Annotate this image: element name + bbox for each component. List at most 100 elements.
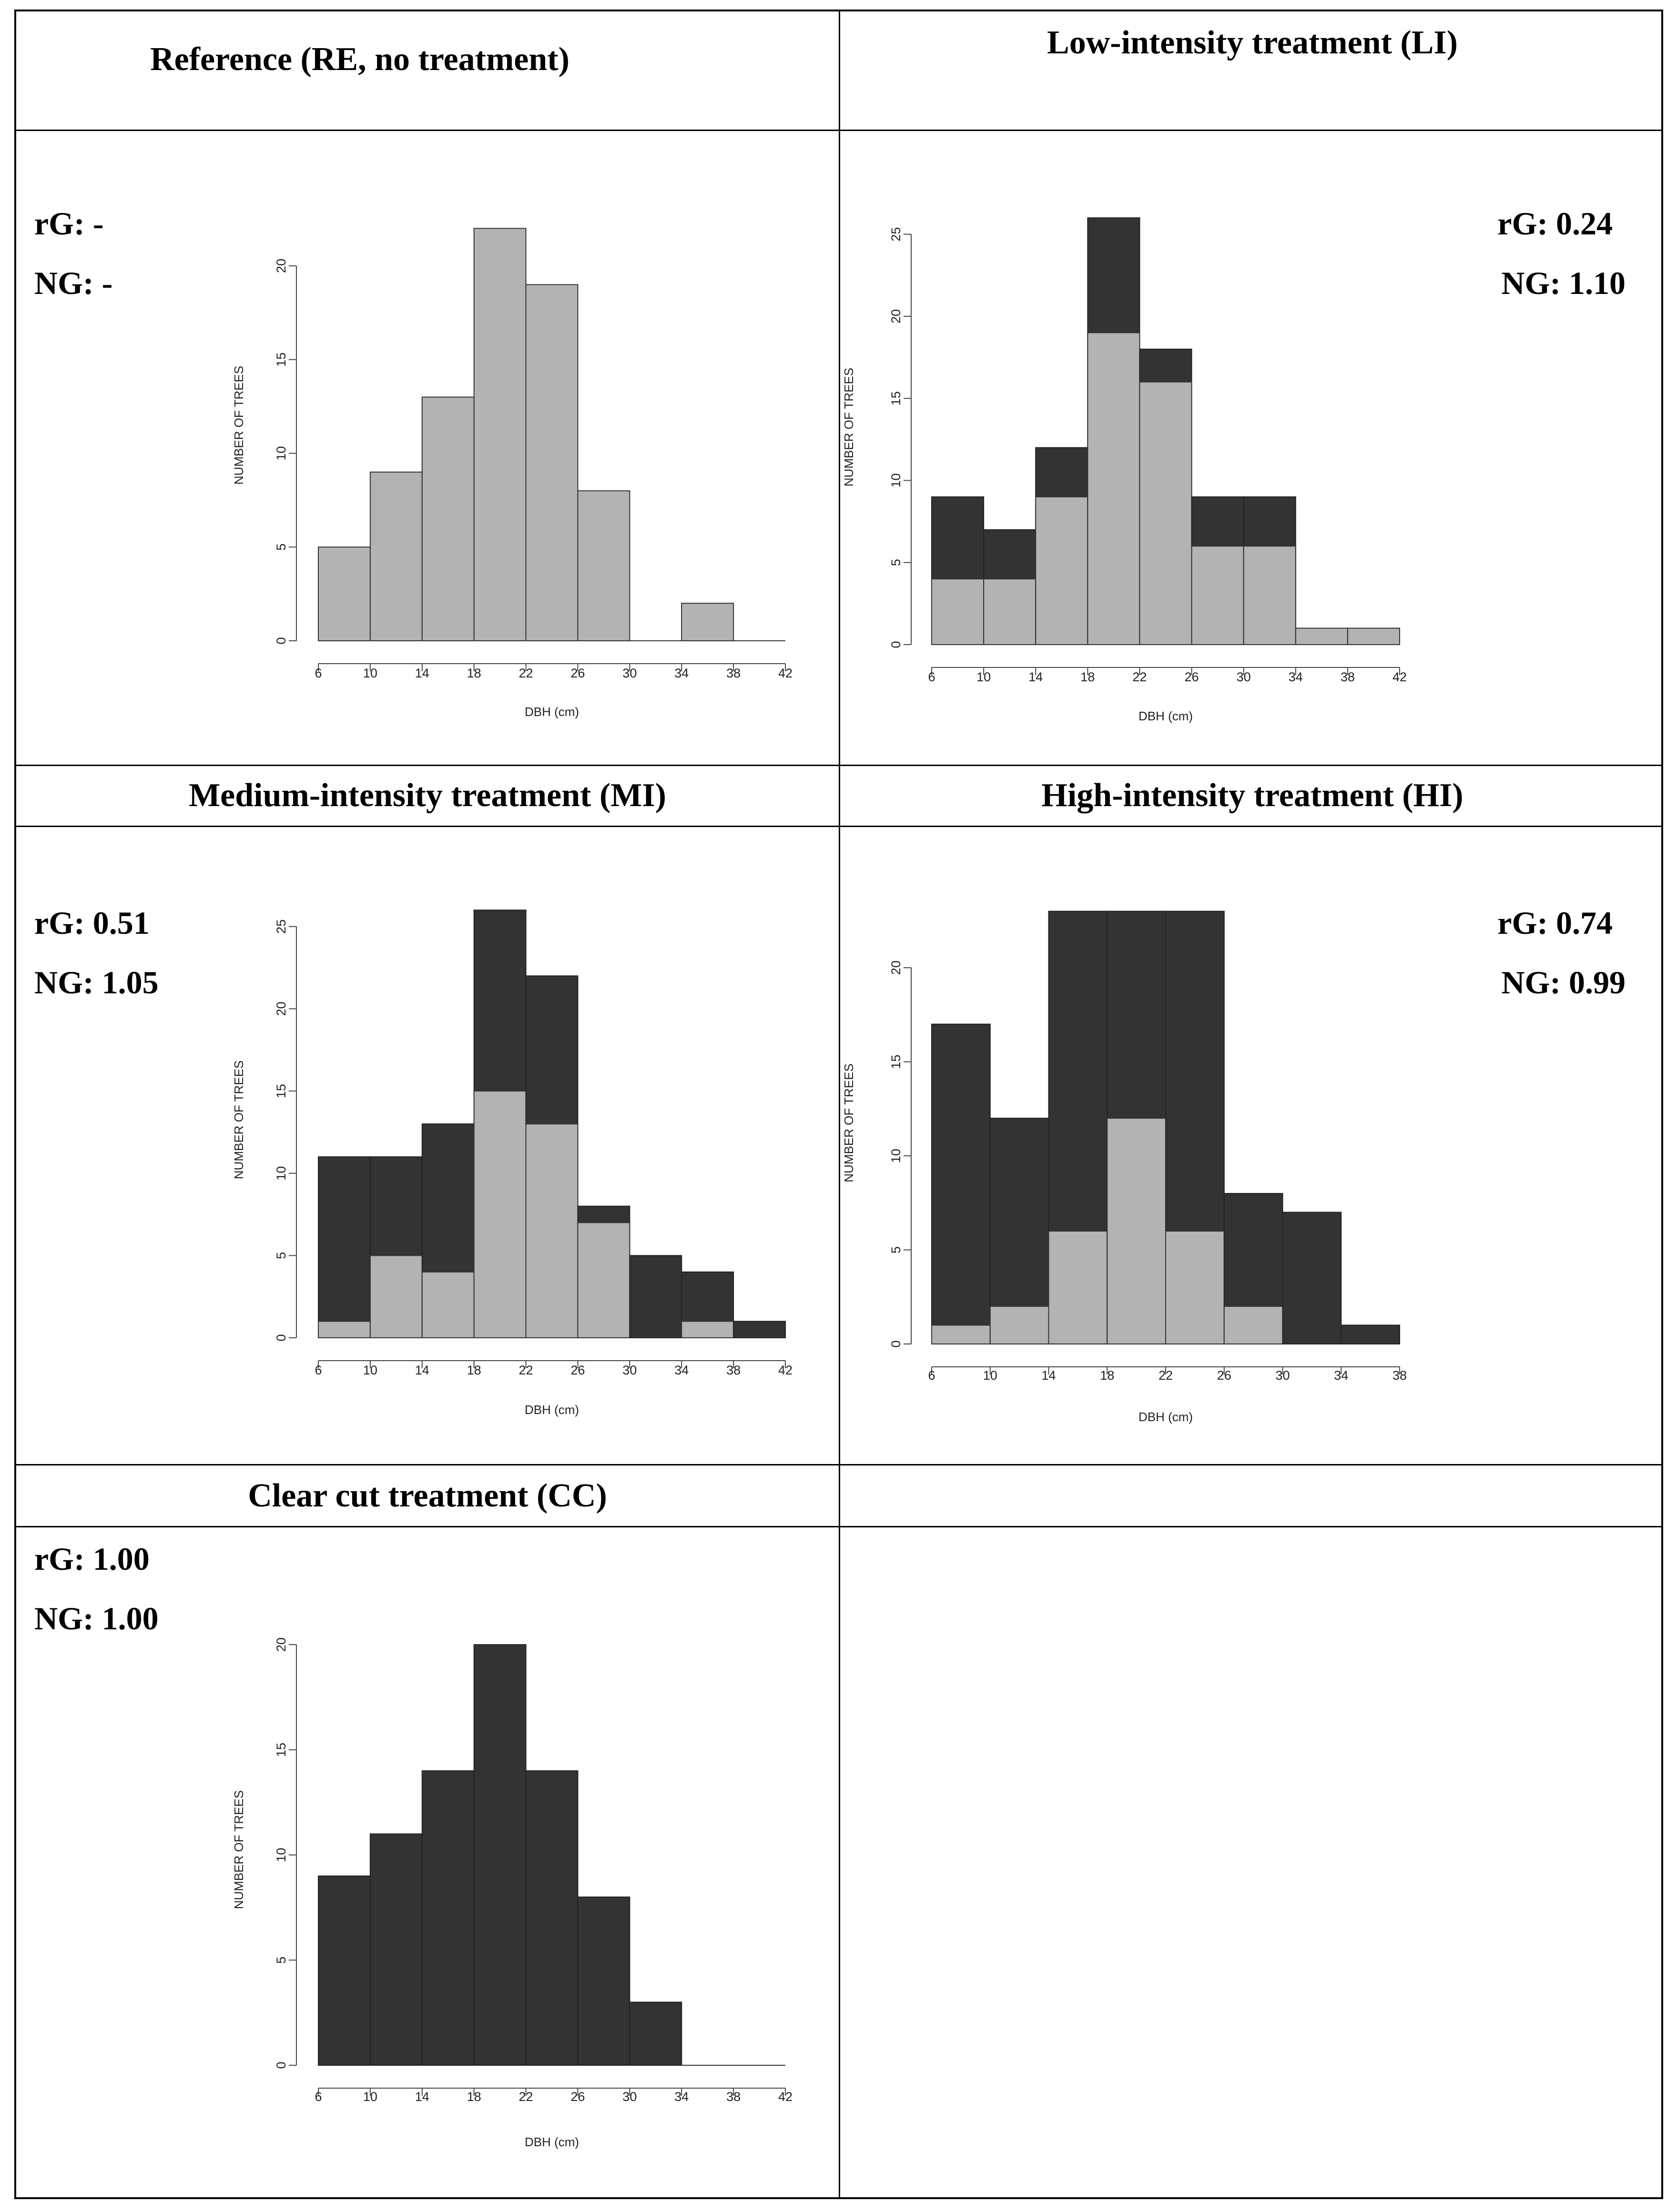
x-tick-label-mi-9: 42	[778, 1363, 793, 1377]
x-tick-label-cc-5: 26	[570, 2090, 585, 2104]
y-tick-label-li-3: 15	[889, 391, 903, 405]
x-tick-label-hi-8: 38	[1392, 1368, 1407, 1383]
y-axis-title-re: NUMBER OF TREES	[232, 366, 246, 485]
y-tick-label-li-0: 0	[889, 641, 903, 648]
bar-removed-cc-6	[629, 2001, 682, 2066]
x-tick-label-cc-7: 34	[674, 2090, 689, 2104]
bar-removed-cc-3	[473, 1644, 527, 2066]
bar-removed-hi-6	[1282, 1212, 1342, 1344]
table-row-divider-2	[14, 765, 1663, 766]
stat-ng-mi: NG: 1.05	[34, 964, 159, 1000]
x-tick-label-li-0: 6	[928, 670, 935, 684]
bar-remaining-re-1	[369, 471, 423, 641]
y-tick-label-re-1: 5	[274, 544, 288, 551]
table-row-divider-3	[14, 826, 1663, 827]
bar-remaining-re-7	[681, 603, 734, 641]
x-tick-label-mi-4: 22	[519, 1363, 533, 1377]
bar-remaining-hi-1	[989, 1306, 1049, 1344]
bar-remaining-mi-1	[369, 1255, 423, 1338]
panel-title-li: Low-intensity treatment (LI)	[1047, 24, 1458, 61]
bar-removed-mi-6	[629, 1255, 682, 1338]
x-tick-label-re-3: 18	[467, 666, 481, 680]
bar-remaining-mi-2	[421, 1271, 475, 1338]
table-row-divider-1	[14, 130, 1663, 131]
x-axis-title-cc: DBH (cm)	[525, 2135, 579, 2149]
table-border-left	[14, 10, 16, 2199]
stat-ng-cc: NG: 1.00	[34, 1600, 159, 1636]
x-tick-label-re-1: 10	[363, 666, 377, 680]
bar-remaining-hi-3	[1107, 1118, 1166, 1345]
bar-remaining-li-6	[1243, 545, 1296, 645]
y-tick-label-cc-2: 10	[274, 1848, 288, 1862]
y-tick-label-hi-2: 10	[889, 1149, 903, 1163]
y-axis-title-hi: NUMBER OF TREES	[842, 1063, 856, 1182]
stat-rg-re: rG: -	[34, 205, 104, 242]
histogram-cc: 6 10 14 18 22 26 30 34 38 42 0 5 10 15 20 DBH (cm) NUMBE…	[232, 1637, 793, 2149]
panel-title-re: Reference (RE, no treatment)	[150, 41, 569, 78]
bar-remaining-re-3	[473, 228, 527, 641]
bar-removed-cc-5	[577, 1896, 630, 2066]
y-tick-label-hi-4: 20	[889, 960, 903, 975]
x-tick-label-hi-0: 6	[928, 1368, 935, 1383]
table-row-divider-4	[14, 1464, 1663, 1465]
x-tick-label-re-9: 42	[778, 666, 793, 680]
x-tick-label-cc-6: 30	[622, 2090, 637, 2104]
bar-remaining-re-4	[525, 284, 579, 641]
x-tick-label-hi-7: 34	[1334, 1368, 1348, 1383]
x-axis-title-mi: DBH (cm)	[525, 1403, 579, 1417]
y-tick-label-cc-0: 0	[274, 2061, 288, 2069]
bar-removed-cc-1	[369, 1833, 423, 2066]
x-tick-label-li-8: 38	[1341, 670, 1355, 684]
y-tick-label-re-3: 15	[274, 353, 288, 367]
panel-title-hi: High-intensity treatment (HI)	[1041, 777, 1464, 814]
table-border-right	[1661, 10, 1663, 2199]
x-tick-label-mi-3: 18	[467, 1363, 481, 1377]
stat-rg-mi: rG: 0.51	[34, 905, 150, 941]
x-tick-label-hi-4: 22	[1159, 1368, 1173, 1383]
x-tick-label-re-6: 30	[622, 666, 637, 680]
stat-ng-re: NG: -	[34, 265, 113, 301]
x-tick-label-cc-2: 14	[415, 2090, 429, 2104]
bar-remaining-li-2	[1035, 496, 1088, 646]
x-tick-label-li-2: 14	[1028, 670, 1043, 684]
bar-removed-mi-0	[318, 1156, 371, 1339]
x-tick-label-cc-0: 6	[315, 2090, 322, 2104]
x-axis-title-hi: DBH (cm)	[1138, 1410, 1193, 1424]
x-tick-label-cc-4: 22	[519, 2090, 533, 2104]
x-tick-label-cc-8: 38	[726, 2090, 741, 2104]
x-tick-label-cc-1: 10	[363, 2090, 377, 2104]
bar-remaining-hi-2	[1048, 1231, 1108, 1344]
x-tick-label-li-7: 34	[1289, 670, 1303, 684]
y-tick-label-hi-3: 15	[889, 1055, 903, 1069]
y-axis-title-cc: NUMBER OF TREES	[232, 1790, 246, 1909]
x-tick-label-mi-1: 10	[363, 1363, 377, 1377]
x-tick-label-mi-0: 6	[315, 1363, 322, 1377]
bar-remaining-mi-5	[577, 1222, 630, 1339]
x-tick-label-re-2: 14	[415, 666, 429, 680]
bar-remaining-li-4	[1139, 381, 1192, 645]
bar-remaining-li-3	[1087, 332, 1140, 645]
panel-title-mi: Medium-intensity treatment (MI)	[189, 777, 666, 814]
bar-remaining-hi-5	[1223, 1306, 1283, 1344]
y-tick-label-hi-1: 5	[889, 1246, 903, 1253]
y-tick-label-re-4: 20	[274, 259, 288, 273]
stat-rg-hi: rG: 0.74	[1497, 905, 1613, 941]
x-axis-title-li: DBH (cm)	[1138, 709, 1193, 723]
x-tick-label-hi-3: 18	[1100, 1368, 1114, 1383]
bar-remaining-li-7	[1295, 627, 1348, 645]
y-axis-title-li: NUMBER OF TREES	[842, 368, 856, 486]
bar-remaining-mi-0	[318, 1321, 371, 1338]
stat-ng-hi: NG: 0.99	[1501, 964, 1626, 1000]
x-tick-label-hi-5: 26	[1217, 1368, 1231, 1383]
x-tick-label-li-3: 18	[1080, 670, 1095, 684]
y-tick-label-li-5: 25	[889, 227, 903, 242]
x-tick-label-re-5: 26	[570, 666, 585, 680]
bar-remaining-re-0	[318, 546, 371, 641]
bar-remaining-mi-7	[681, 1321, 734, 1338]
y-axis-title-mi: NUMBER OF TREES	[232, 1061, 246, 1179]
bar-remaining-re-5	[577, 490, 630, 642]
bar-remaining-hi-0	[931, 1324, 991, 1345]
x-tick-label-li-4: 22	[1132, 670, 1147, 684]
histogram-re: 6 10 14 18 22 26 30 34 38 42 0 5 10 15 20 DBH (cm) NUMBE…	[232, 228, 793, 719]
